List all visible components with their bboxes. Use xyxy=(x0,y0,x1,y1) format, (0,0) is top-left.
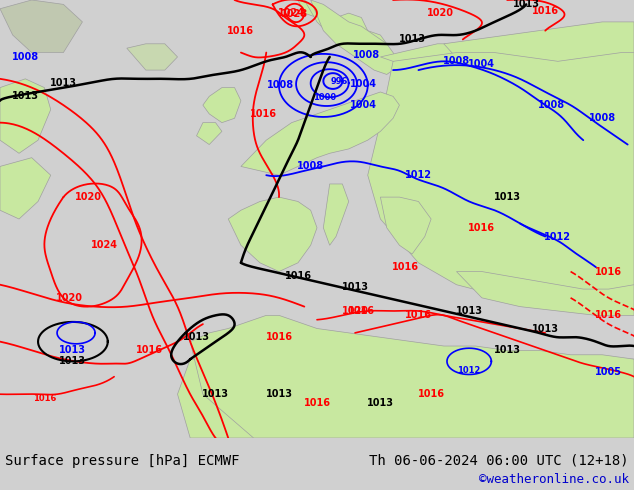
Polygon shape xyxy=(380,197,431,254)
Polygon shape xyxy=(444,22,634,131)
Text: 1008: 1008 xyxy=(538,100,565,110)
Text: 1004: 1004 xyxy=(469,58,495,69)
Text: 1016: 1016 xyxy=(266,332,292,342)
Text: 1013: 1013 xyxy=(266,389,292,399)
Text: 1016: 1016 xyxy=(250,109,276,119)
Text: 1013: 1013 xyxy=(50,78,77,88)
Text: 1000: 1000 xyxy=(313,93,336,102)
Text: 1004: 1004 xyxy=(351,79,377,89)
Text: 1013: 1013 xyxy=(12,91,39,101)
Text: 1020: 1020 xyxy=(427,8,454,18)
Polygon shape xyxy=(241,92,399,175)
Text: 1016: 1016 xyxy=(595,310,622,320)
Polygon shape xyxy=(456,271,634,316)
Text: 1028: 1028 xyxy=(281,9,308,19)
Polygon shape xyxy=(0,79,51,153)
Text: 1013: 1013 xyxy=(342,282,368,292)
Polygon shape xyxy=(127,44,178,70)
Text: 1016: 1016 xyxy=(405,310,432,320)
Text: 1008: 1008 xyxy=(443,56,470,66)
Polygon shape xyxy=(228,197,317,271)
Text: 1016: 1016 xyxy=(595,267,622,276)
Polygon shape xyxy=(380,44,476,83)
Text: 1016: 1016 xyxy=(348,306,375,316)
Text: 1012: 1012 xyxy=(545,231,571,242)
Text: 1013: 1013 xyxy=(494,345,521,355)
Text: 1008: 1008 xyxy=(268,80,294,91)
Text: 1020: 1020 xyxy=(56,293,83,303)
Text: 1013: 1013 xyxy=(202,389,229,399)
Text: 1013: 1013 xyxy=(367,398,394,408)
Text: 1020: 1020 xyxy=(75,192,102,202)
Text: 1016: 1016 xyxy=(392,262,419,272)
Text: 1013: 1013 xyxy=(60,356,86,367)
Text: 1016: 1016 xyxy=(136,345,162,355)
Text: 1013: 1013 xyxy=(513,0,540,9)
Text: 1020: 1020 xyxy=(342,306,368,316)
Text: 1016: 1016 xyxy=(469,223,495,233)
Polygon shape xyxy=(368,52,634,316)
Polygon shape xyxy=(298,0,368,44)
Text: 1008: 1008 xyxy=(12,52,39,62)
Text: Th 06-06-2024 06:00 UTC (12+18): Th 06-06-2024 06:00 UTC (12+18) xyxy=(369,454,629,467)
Polygon shape xyxy=(190,316,634,438)
Text: 1013: 1013 xyxy=(532,323,559,334)
Polygon shape xyxy=(203,88,241,122)
Text: 1024: 1024 xyxy=(278,8,305,18)
Text: 1016: 1016 xyxy=(228,25,254,36)
Polygon shape xyxy=(197,122,222,145)
Text: 1013: 1013 xyxy=(494,192,521,202)
Polygon shape xyxy=(0,0,82,52)
Text: 1024: 1024 xyxy=(91,240,118,250)
Text: 1005: 1005 xyxy=(595,368,622,377)
Text: ©weatheronline.co.uk: ©weatheronline.co.uk xyxy=(479,473,629,486)
Text: 1013: 1013 xyxy=(183,332,210,342)
Text: 1013: 1013 xyxy=(60,345,86,355)
Text: 1008: 1008 xyxy=(297,161,324,172)
Text: 1016: 1016 xyxy=(532,6,559,16)
Polygon shape xyxy=(323,184,349,245)
Text: 1016: 1016 xyxy=(418,389,444,399)
Text: 1016: 1016 xyxy=(304,398,330,408)
Text: 1004: 1004 xyxy=(351,100,377,110)
Text: 1016: 1016 xyxy=(285,271,311,281)
Text: 1008: 1008 xyxy=(589,113,616,123)
Polygon shape xyxy=(311,0,399,74)
Text: Surface pressure [hPa] ECMWF: Surface pressure [hPa] ECMWF xyxy=(5,454,240,467)
Text: 1008: 1008 xyxy=(353,50,380,60)
Text: 1016: 1016 xyxy=(33,394,56,403)
Polygon shape xyxy=(178,359,634,438)
Text: 1012: 1012 xyxy=(405,170,432,180)
Text: 1012: 1012 xyxy=(458,366,481,375)
Polygon shape xyxy=(304,0,387,57)
Text: 996: 996 xyxy=(330,76,348,86)
Text: 1013: 1013 xyxy=(456,306,482,316)
Text: 1013: 1013 xyxy=(399,34,425,45)
Polygon shape xyxy=(0,158,51,219)
